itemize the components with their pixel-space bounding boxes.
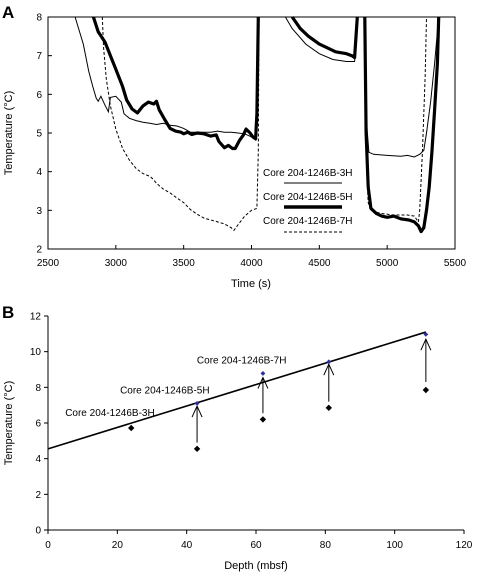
measured-point — [259, 416, 267, 423]
arrow-head — [191, 404, 203, 418]
y-tick-label: 8 — [36, 13, 42, 24]
y-tick-label: 4 — [36, 167, 42, 178]
y-tick-label: 0 — [35, 526, 41, 537]
series-line-5h — [363, 16, 441, 234]
y-tick-label: 2 — [36, 245, 42, 256]
x-tick-label: 2500 — [37, 258, 60, 269]
x-tick-label: 3000 — [105, 258, 128, 269]
y-tick-label: 6 — [35, 419, 41, 430]
y-tick-label: 8 — [35, 383, 41, 394]
x-tick-label: 0 — [45, 540, 51, 551]
corrected-point — [326, 359, 332, 365]
x-tick-label: 20 — [112, 540, 124, 551]
corrected-point — [260, 371, 266, 376]
arrow-head — [257, 376, 269, 389]
x-tick-label: 60 — [250, 540, 262, 551]
core-annotation: Core 204-1246B-5H — [120, 385, 210, 396]
y-tick-label: 5 — [36, 129, 42, 140]
series-line-3h — [74, 16, 259, 141]
y-tick-label: 2 — [35, 490, 41, 501]
panel-a-label: A — [2, 3, 14, 22]
panel-b: B 0 2 4 6 8 10 12 0 20 40 60 80 100 120 Core 204-124… — [2, 303, 473, 572]
panel-a: A 2 3 4 5 6 7 8 2500 3000 3500 4000 4500 5000 5500 T… — [2, 3, 467, 290]
x-tick-label: 3500 — [173, 258, 196, 269]
legend-label-5h: Core 204-1246B-5H — [263, 192, 353, 203]
series-line-7h — [101, 16, 260, 232]
legend-label-7h: Core 204-1246B-7H — [263, 216, 353, 227]
x-tick-label: 5000 — [376, 258, 399, 269]
core-annotation: Core 204-1246B-3H — [65, 408, 155, 419]
y-tick-label: 3 — [36, 206, 42, 217]
panel-b-x-axis-title: Depth (mbsf) — [224, 560, 288, 572]
fit-line — [47, 331, 427, 450]
legend-label-3h: Core 204-1246B-3H — [263, 168, 353, 179]
arrow-head — [420, 337, 432, 351]
panel-a-y-axis-title: Temperature (°C) — [3, 91, 15, 175]
x-tick-label: 4000 — [240, 258, 263, 269]
panel-b-x-axis: 0 20 40 60 80 100 120 — [45, 530, 473, 551]
panel-b-y-axis: 0 2 4 6 8 10 12 — [30, 312, 48, 537]
panel-a-legend: Core 204-1246B-3H Core 204-1246B-5H Core… — [263, 168, 353, 233]
y-tick-label: 4 — [35, 454, 41, 465]
series-line-7h — [364, 16, 427, 224]
corrected-point — [194, 400, 200, 406]
y-tick-label: 6 — [36, 90, 42, 101]
series-line-3h — [363, 16, 440, 158]
measured-point — [128, 424, 135, 432]
core-annotation: Core 204-1246B-7H — [197, 355, 287, 366]
x-tick-label: 40 — [181, 540, 193, 551]
y-tick-label: 12 — [30, 312, 42, 323]
panel-a-x-axis: 2500 3000 3500 4000 4500 5000 5500 — [37, 245, 467, 269]
series-line-5h — [290, 16, 359, 60]
measured-point — [325, 404, 332, 412]
panel-a-y-axis: 2 3 4 5 6 7 8 — [36, 13, 52, 256]
panel-a-x-axis-title: Time (s) — [231, 278, 271, 290]
series-line-3h — [284, 16, 358, 62]
corrected-point — [423, 331, 429, 337]
x-tick-label: 100 — [386, 540, 403, 551]
x-tick-label: 5500 — [444, 258, 467, 269]
y-tick-label: 7 — [36, 51, 42, 62]
series-line-5h — [91, 16, 260, 151]
y-tick-label: 10 — [30, 347, 42, 358]
panel-b-content: Core 204-1246B-3H Core 204-1246B-5H Core 2… — [47, 331, 432, 453]
x-tick-label: 120 — [456, 540, 473, 551]
measured-point — [193, 445, 201, 453]
panel-b-y-axis-title: Temperature (°C) — [3, 381, 15, 465]
panel-b-label: B — [2, 303, 14, 322]
x-tick-label: 80 — [320, 540, 332, 551]
measured-point — [422, 386, 430, 394]
x-tick-label: 4500 — [308, 258, 331, 269]
panel-a-series — [74, 16, 441, 234]
